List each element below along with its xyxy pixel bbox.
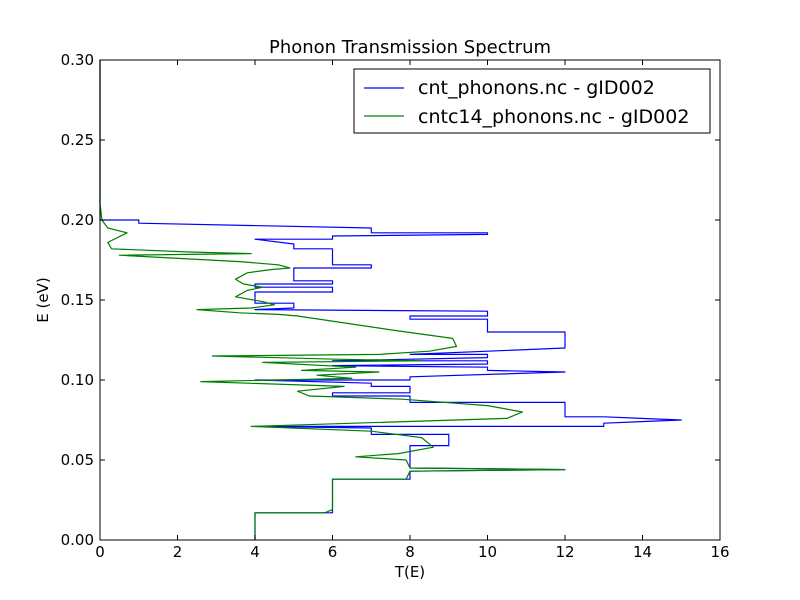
y-tick-label: 0.30 <box>61 51 94 69</box>
series-line-cntc14 <box>99 60 566 540</box>
series-layer <box>99 60 682 540</box>
x-axis-label: T(E) <box>394 563 425 581</box>
y-tick-label: 0.20 <box>61 211 94 229</box>
y-tick-label: 0.05 <box>61 451 94 469</box>
legend-label-cnt: cnt_phonons.nc - gID002 <box>418 77 655 99</box>
legend-box <box>353 68 711 134</box>
y-tick-label: 0.10 <box>61 371 94 389</box>
y-tick-label: 0.00 <box>61 531 94 549</box>
x-tick-label: 16 <box>710 543 729 561</box>
x-tick-label: 14 <box>633 543 652 561</box>
x-tick-label: 2 <box>173 543 183 561</box>
chart-title: Phonon Transmission Spectrum <box>269 37 551 58</box>
x-tick-label: 10 <box>478 543 497 561</box>
legend-label-cntc14: cntc14_phonons.nc - gID002 <box>418 106 689 128</box>
ticks-layer: 0 2 4 6 8 10 12 14 16 0.00 0.05 0.10 0.15 0.20 0.25 0.3… <box>61 51 730 561</box>
x-tick-label: 12 <box>555 543 574 561</box>
y-axis-label: E (eV) <box>34 277 52 322</box>
legend: cnt_phonons.nc - gID002 cntc14_phonons.n… <box>353 68 711 134</box>
x-tick-label: 6 <box>328 543 338 561</box>
x-tick-label: 8 <box>405 543 415 561</box>
series-line-cnt <box>99 60 682 540</box>
y-tick-label: 0.25 <box>61 131 94 149</box>
y-tick-label: 0.15 <box>61 291 94 309</box>
x-tick-label: 0 <box>95 543 105 561</box>
x-tick-label: 4 <box>250 543 260 561</box>
